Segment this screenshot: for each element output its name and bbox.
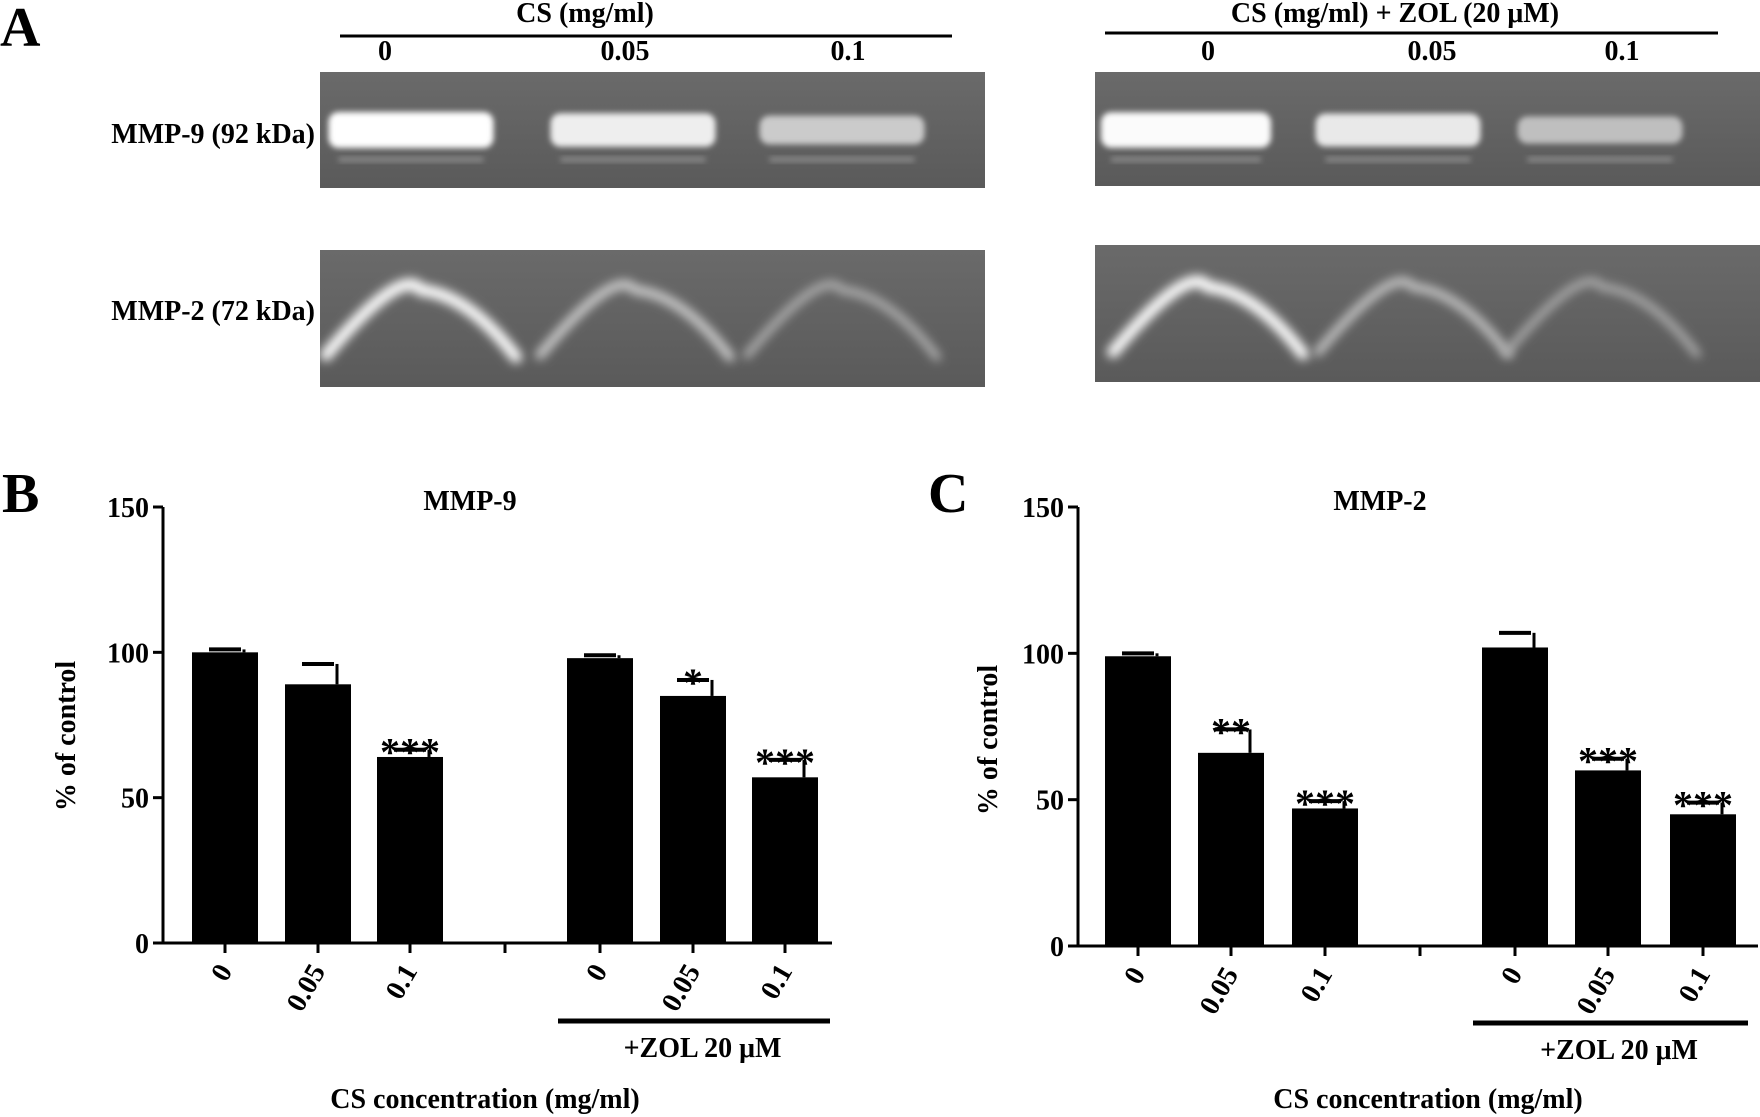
significance-label: *** xyxy=(1673,783,1733,828)
x-tick-label: 0 xyxy=(1495,962,1529,990)
x-tick-label: 0.1 xyxy=(1295,962,1339,1008)
gel-band-minor xyxy=(769,157,915,162)
panel-b-label: B xyxy=(2,463,39,525)
group-label: +ZOL 20 μM xyxy=(624,1033,782,1064)
chart-mmp2-xlabel: CS concentration (mg/ml) xyxy=(1273,1084,1583,1115)
panel-c-label: C xyxy=(928,463,968,525)
gel-band xyxy=(1107,275,1309,360)
gel-lane-label: 0.1 xyxy=(831,36,866,67)
x-tick-label: 0.05 xyxy=(1571,962,1622,1020)
bar xyxy=(1198,752,1264,946)
y-tick-label: 0 xyxy=(135,929,149,960)
x-tick-label: 0.05 xyxy=(1194,962,1245,1020)
gel-band xyxy=(550,113,716,147)
gel-lane-label: 0 xyxy=(378,36,392,67)
gel-mmp9-cs-zol-bands xyxy=(1101,112,1683,162)
y-tick-label: 150 xyxy=(107,493,149,524)
significance-label: ** xyxy=(1211,709,1251,754)
gel-group2-title: CS (mg/ml) + ZOL (20 μM) xyxy=(1231,0,1559,29)
significance-label: *** xyxy=(1295,781,1355,826)
gel-band xyxy=(328,112,494,148)
gel-band-minor xyxy=(1325,157,1471,162)
gel-row-label-mmp9: MMP-9 (92 kDa) xyxy=(111,119,315,150)
y-tick-label: 50 xyxy=(121,784,149,815)
chart-mmp9-xlabel: CS concentration (mg/ml) xyxy=(330,1084,640,1115)
gel-band-minor xyxy=(1111,157,1261,162)
panel-a-label: A xyxy=(0,0,41,59)
gel-band xyxy=(1101,112,1271,148)
chart-mmp9: B MMP-9 % of control CS concentration (m… xyxy=(2,463,832,1115)
significance-label: *** xyxy=(755,740,815,785)
gel-band-minor xyxy=(1527,157,1673,162)
y-tick-label: 100 xyxy=(107,638,149,669)
gel-lane-label: 0.05 xyxy=(601,36,650,67)
bar xyxy=(1292,808,1358,946)
bar xyxy=(1670,814,1736,946)
x-tick-label: 0.05 xyxy=(656,959,707,1017)
gel-group1-lane-labels: 0 0.05 0.1 xyxy=(378,36,866,67)
gel-mmp2-cs-zol-bands xyxy=(1107,275,1701,360)
gel-lane-label: 0.05 xyxy=(1408,36,1457,67)
bar xyxy=(1105,656,1171,946)
gel-band xyxy=(1503,277,1701,358)
chart-mmp9-title: MMP-9 xyxy=(423,486,516,517)
bar xyxy=(1575,770,1641,946)
gel-group1-title: CS (mg/ml) xyxy=(516,0,654,29)
bar xyxy=(377,756,443,943)
y-tick-label: 50 xyxy=(1036,786,1064,817)
x-tick-label: 0.1 xyxy=(755,959,799,1005)
x-tick-label: 0.1 xyxy=(380,959,424,1005)
gel-group2-lane-labels: 0 0.05 0.1 xyxy=(1201,36,1640,67)
gel-band xyxy=(743,280,941,361)
significance-label: *** xyxy=(1578,739,1638,784)
x-tick-label: 0 xyxy=(580,959,614,987)
x-tick-label: 0 xyxy=(1118,962,1152,990)
gel-band xyxy=(1313,277,1513,359)
chart-mmp2-title: MMP-2 xyxy=(1333,486,1426,517)
significance-label: *** xyxy=(380,730,440,775)
chart-mmp9-ylabel: % of control xyxy=(51,661,82,812)
y-tick-label: 0 xyxy=(1050,932,1064,963)
chart-mmp2: C MMP-2 % of control CS concentration (m… xyxy=(928,463,1758,1115)
x-tick-label: 0.05 xyxy=(281,959,332,1017)
x-tick-label: 0.1 xyxy=(1673,962,1717,1008)
gel-band-minor xyxy=(560,157,706,162)
gel-lane-label: 0 xyxy=(1201,36,1215,67)
bar xyxy=(752,777,818,943)
significance-label: * xyxy=(683,660,703,705)
bar xyxy=(1482,647,1548,946)
gel-mmp2-cs-zol xyxy=(1095,245,1760,382)
gel-band xyxy=(535,280,735,362)
chart-mmp2-ylabel: % of control xyxy=(973,665,1004,816)
bar xyxy=(660,695,726,943)
gel-mmp9-cs-bands xyxy=(328,112,925,162)
bar xyxy=(285,684,351,943)
bar xyxy=(567,658,633,943)
gel-band xyxy=(1315,113,1481,147)
gel-band xyxy=(1517,116,1683,144)
y-tick-label: 150 xyxy=(1022,493,1064,524)
y-tick-label: 100 xyxy=(1022,639,1064,670)
gel-mmp2-cs-bands xyxy=(320,278,941,363)
gel-mmp2-cs xyxy=(320,250,985,387)
gel-band xyxy=(759,115,925,145)
group-label: +ZOL 20 μM xyxy=(1540,1035,1698,1066)
x-tick-label: 0 xyxy=(205,959,239,987)
gel-band xyxy=(320,278,522,363)
gel-band-minor xyxy=(338,157,484,162)
gel-lane-label: 0.1 xyxy=(1605,36,1640,67)
gel-row-label-mmp2: MMP-2 (72 kDa) xyxy=(111,296,315,327)
bar xyxy=(192,652,258,943)
